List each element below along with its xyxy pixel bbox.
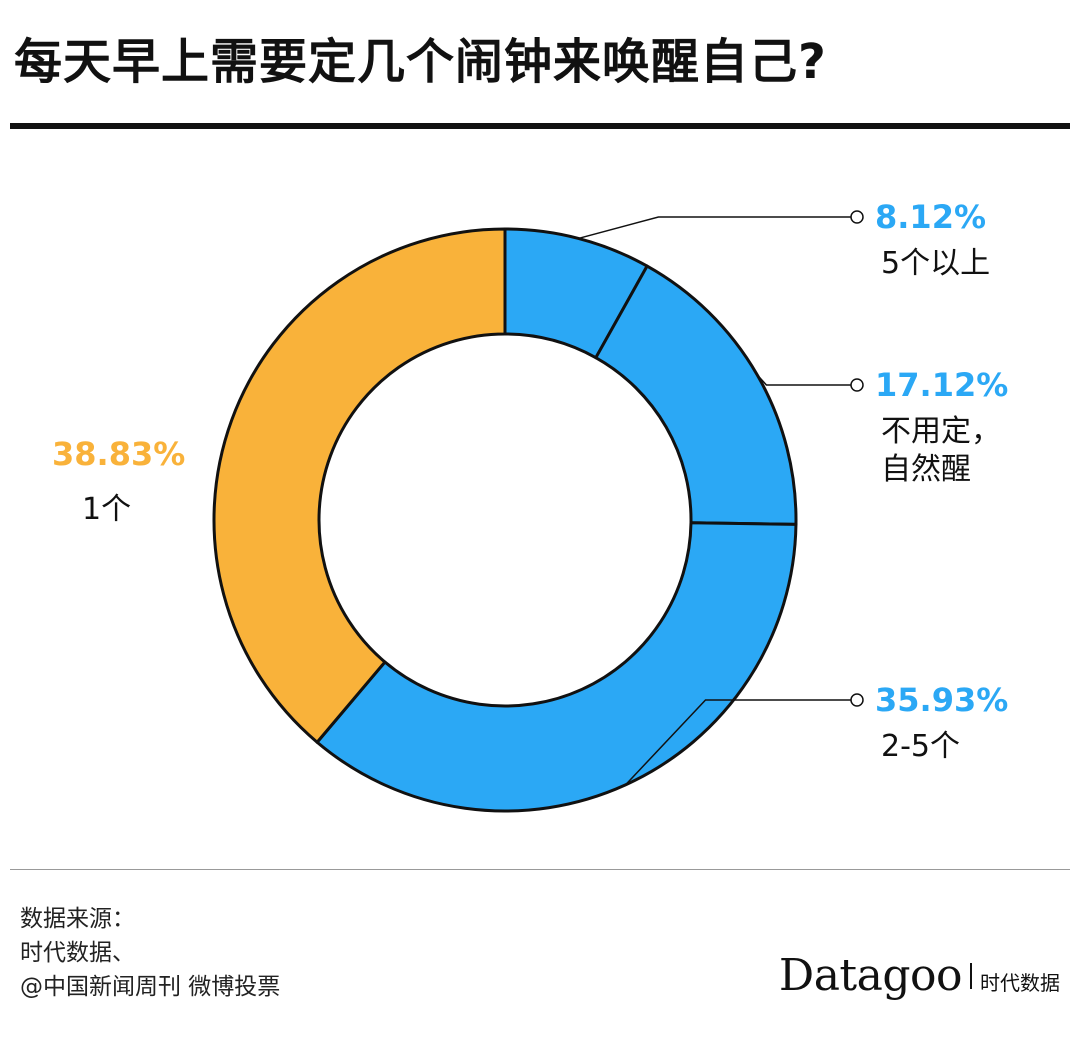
data-label-percent: 17.12% xyxy=(875,366,1008,404)
data-label-percent: 38.83% xyxy=(52,435,185,473)
data-label-category: 1个 xyxy=(82,492,131,527)
source-line: 数据来源： xyxy=(20,906,135,932)
leader-dot xyxy=(850,693,864,707)
source-line: 时代数据、 xyxy=(20,940,135,966)
chart-title: 每天早上需要定几个闹钟来唤醒自己? xyxy=(14,34,827,90)
donut-slice xyxy=(594,264,798,526)
source-line: @中国新闻周刊 微博投票 xyxy=(20,974,281,1000)
data-label-category: 不用定， xyxy=(881,414,1001,449)
leader-line xyxy=(756,374,857,386)
data-label-category: 自然醒 xyxy=(881,452,971,487)
footer-divider xyxy=(10,869,1070,870)
title-divider xyxy=(10,123,1070,129)
data-label-percent: 8.12% xyxy=(875,198,986,236)
brand-logo: Datagoo 时代数据 xyxy=(779,950,1060,1001)
leader-dot xyxy=(850,210,864,224)
data-label-category: 2-5个 xyxy=(881,729,960,764)
donut-slice xyxy=(315,521,798,813)
brand-subtitle: 时代数据 xyxy=(980,971,1060,995)
brand-separator xyxy=(970,962,972,989)
data-source: 数据来源： 时代数据、 @中国新闻周刊 微博投票 xyxy=(20,902,280,1004)
data-label-category: 5个以上 xyxy=(881,246,990,281)
leader-line xyxy=(578,216,857,240)
leader-line xyxy=(624,699,857,786)
leader-dot xyxy=(850,378,864,392)
brand-name: Datagoo xyxy=(778,950,963,1001)
donut-slice xyxy=(212,227,507,744)
data-label-percent: 35.93% xyxy=(875,681,1008,719)
